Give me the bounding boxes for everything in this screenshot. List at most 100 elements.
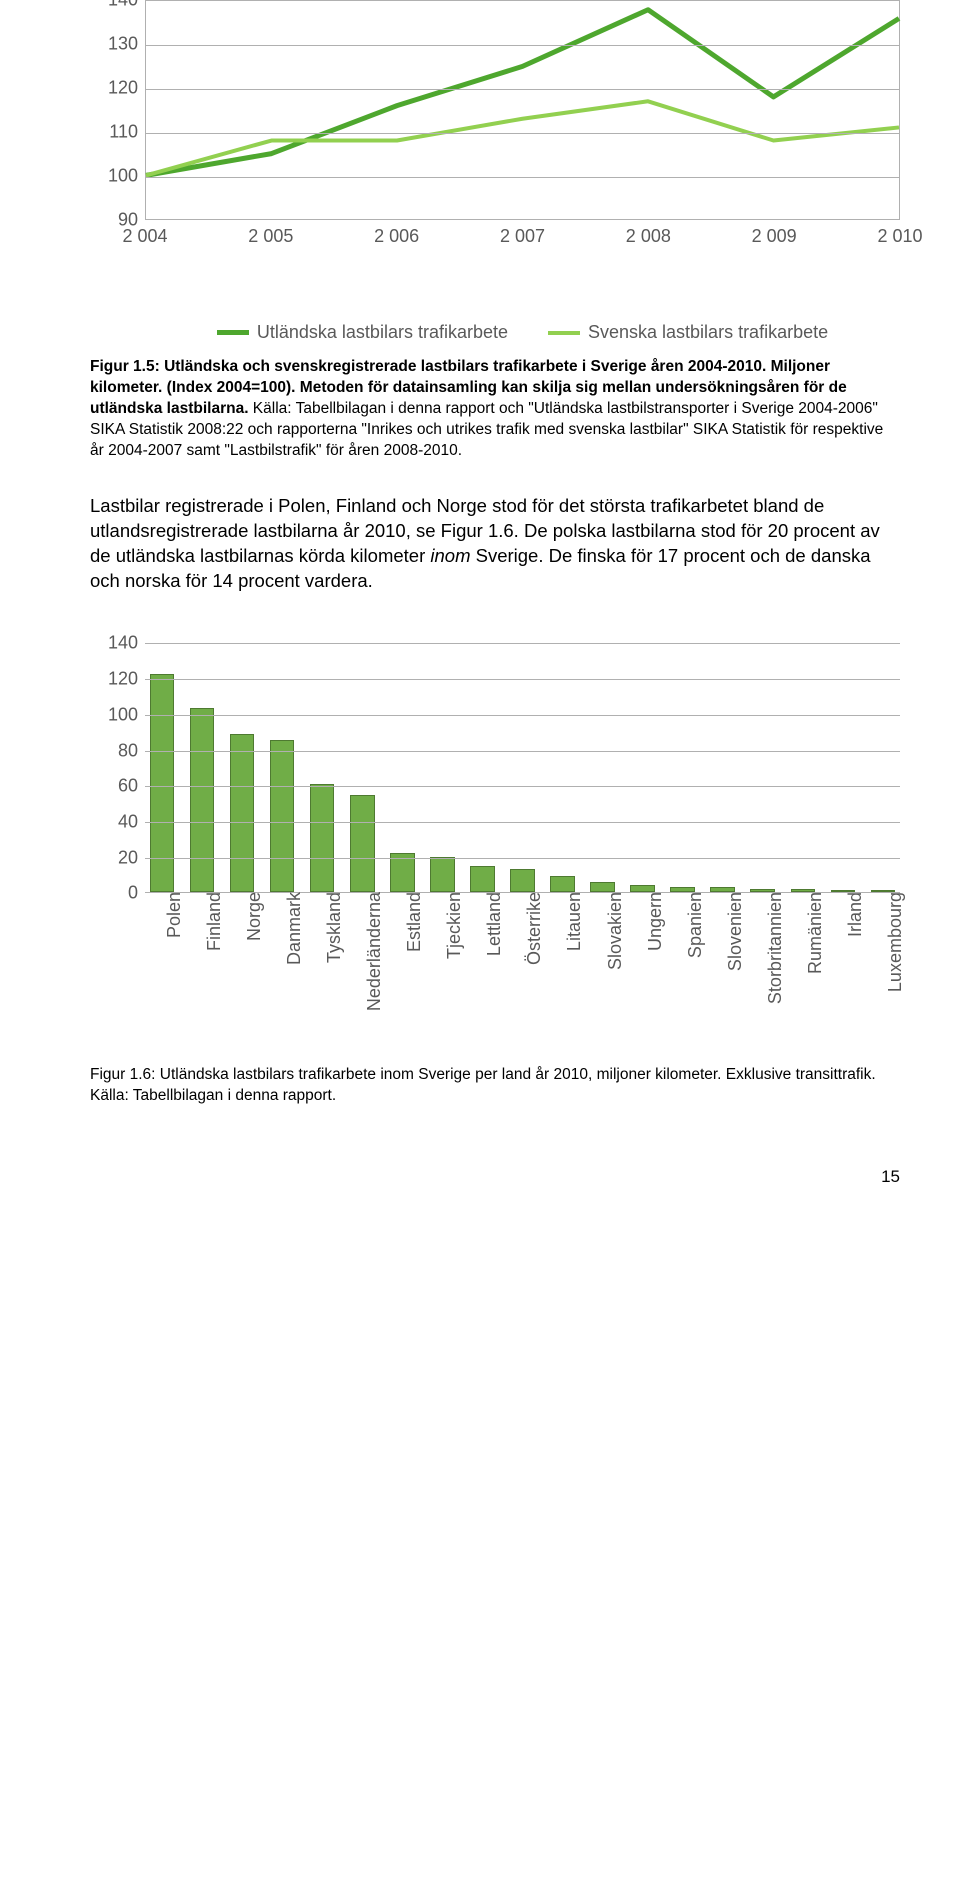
figure-1-6-caption-rest: Källa: Tabellbilagan i denna rapport. (90, 1087, 336, 1104)
legend-label: Svenska lastbilars trafikarbete (588, 322, 828, 343)
page-number: 15 (90, 1167, 900, 1187)
bar-chart-x-label: Danmark (276, 892, 305, 965)
bar-chart-x-label: Irland (837, 892, 866, 937)
bar-cell: Finland (185, 643, 219, 892)
bar (550, 876, 575, 892)
bar-chart-y-tick: 0 (90, 883, 138, 904)
line-chart-y-tick: 100 (90, 166, 138, 187)
line-chart-x-tick: 2 009 (752, 226, 797, 247)
bar-cell: Österrike (505, 643, 539, 892)
bar-chart-x-label: Rumänien (797, 892, 826, 974)
bar-cell: Ungern (626, 643, 660, 892)
bar-chart: PolenFinlandNorgeDanmarkTysklandNederlän… (90, 643, 900, 1053)
bar-chart-x-label: Finland (196, 892, 225, 951)
bar-chart-x-label: Slovenien (717, 892, 746, 971)
legend-swatch (217, 330, 249, 335)
bar-chart-x-label: Litauen (556, 892, 585, 951)
bar-chart-x-label: Norge (236, 892, 265, 941)
bar (430, 857, 455, 893)
body-paragraph: Lastbilar registrerade i Polen, Finland … (90, 494, 900, 594)
bar-cell: Nederländerna (345, 643, 379, 892)
bar-chart-x-label: Nederländerna (356, 892, 385, 1011)
bar-chart-gridline (145, 786, 900, 787)
bar-chart-x-label: Österrike (516, 892, 545, 965)
bar-chart-x-label: Polen (156, 892, 185, 938)
bar-cell: Luxembourg (866, 643, 900, 892)
bar-chart-gridline (145, 715, 900, 716)
body-text-italic: inom (430, 545, 470, 566)
line-chart-figure: 901001101201301402 0042 0052 0062 0072 0… (90, 0, 900, 343)
line-chart-gridline (146, 133, 899, 134)
bar-cell: Rumänien (786, 643, 820, 892)
bar-cell: Tjeckien (425, 643, 459, 892)
line-chart-y-tick: 120 (90, 78, 138, 99)
bar-chart-x-label: Tyskland (316, 892, 345, 963)
bar-cell: Norge (225, 643, 259, 892)
bar-cell: Polen (145, 643, 179, 892)
bar-chart-x-label: Tjeckien (436, 892, 465, 959)
bar (390, 853, 415, 892)
bar-chart-y-tick: 140 (90, 633, 138, 654)
line-chart-series (146, 1, 899, 219)
bar-chart-x-label: Luxembourg (877, 892, 906, 992)
line-series (146, 101, 899, 175)
bar-cell: Tyskland (305, 643, 339, 892)
bar (590, 882, 615, 893)
bar-chart-y-tick: 80 (90, 740, 138, 761)
bar (270, 740, 295, 893)
figure-1-5-caption: Figur 1.5: Utländska och svenskregistrer… (90, 357, 900, 462)
legend-swatch (548, 331, 580, 335)
bar-chart-y-tick: 120 (90, 669, 138, 690)
figure-1-6-caption-lead: Figur 1.6: Utländska lastbilars trafikar… (90, 1066, 876, 1083)
legend-label: Utländska lastbilars trafikarbete (257, 322, 508, 343)
bar-chart-y-tick: 20 (90, 847, 138, 868)
bar-chart-x-label: Estland (396, 892, 425, 952)
bar-chart-bars: PolenFinlandNorgeDanmarkTysklandNederlän… (145, 643, 900, 893)
line-chart-gridline (146, 89, 899, 90)
bar (510, 869, 535, 892)
line-chart-plot-area (145, 0, 900, 220)
bar (470, 866, 495, 893)
bar-cell: Slovakien (586, 643, 620, 892)
bar-cell: Storbritannien (746, 643, 780, 892)
bar-cell: Estland (385, 643, 419, 892)
line-chart-y-tick: 140 (90, 0, 138, 11)
bar-chart-x-label: Spanien (677, 892, 706, 958)
bar-chart-y-tick: 60 (90, 776, 138, 797)
bar-cell: Lettland (465, 643, 499, 892)
bar-chart-gridline (145, 822, 900, 823)
bar (190, 708, 215, 893)
line-chart-gridline (146, 45, 899, 46)
bar-cell: Danmark (265, 643, 299, 892)
line-chart-gridline (146, 177, 899, 178)
legend-item: Svenska lastbilars trafikarbete (548, 322, 828, 343)
bar-cell: Slovenien (706, 643, 740, 892)
line-chart-x-tick: 2 004 (122, 226, 167, 247)
figure-1-6-caption: Figur 1.6: Utländska lastbilars trafikar… (90, 1065, 900, 1107)
bar-chart-y-tick: 40 (90, 812, 138, 833)
bar-cell: Irland (826, 643, 860, 892)
line-chart-x-tick: 2 007 (500, 226, 545, 247)
line-chart-y-tick: 130 (90, 34, 138, 55)
bar-chart-plot-area: PolenFinlandNorgeDanmarkTysklandNederlän… (145, 643, 900, 893)
bar (230, 734, 255, 892)
line-chart-x-tick: 2 010 (877, 226, 922, 247)
bar-chart-gridline (145, 858, 900, 859)
bar-cell: Spanien (666, 643, 700, 892)
bar-chart-x-label: Lettland (476, 892, 505, 956)
bar-chart-x-label: Ungern (637, 892, 666, 951)
bar-chart-gridline (145, 643, 900, 644)
line-chart-x-tick: 2 005 (248, 226, 293, 247)
bar (350, 795, 375, 893)
bar-chart-gridline (145, 679, 900, 680)
bar-chart-y-tick: 100 (90, 704, 138, 725)
bar (150, 674, 175, 893)
line-chart: 901001101201301402 0042 0052 0062 0072 0… (90, 0, 900, 270)
bar (310, 784, 335, 892)
bar-chart-x-label: Slovakien (597, 892, 626, 970)
bar-cell: Litauen (545, 643, 579, 892)
line-chart-x-tick: 2 008 (626, 226, 671, 247)
bar-chart-x-label: Storbritannien (757, 892, 786, 1004)
legend-item: Utländska lastbilars trafikarbete (217, 322, 508, 343)
line-chart-legend: Utländska lastbilars trafikarbete Svenska… (145, 322, 900, 343)
